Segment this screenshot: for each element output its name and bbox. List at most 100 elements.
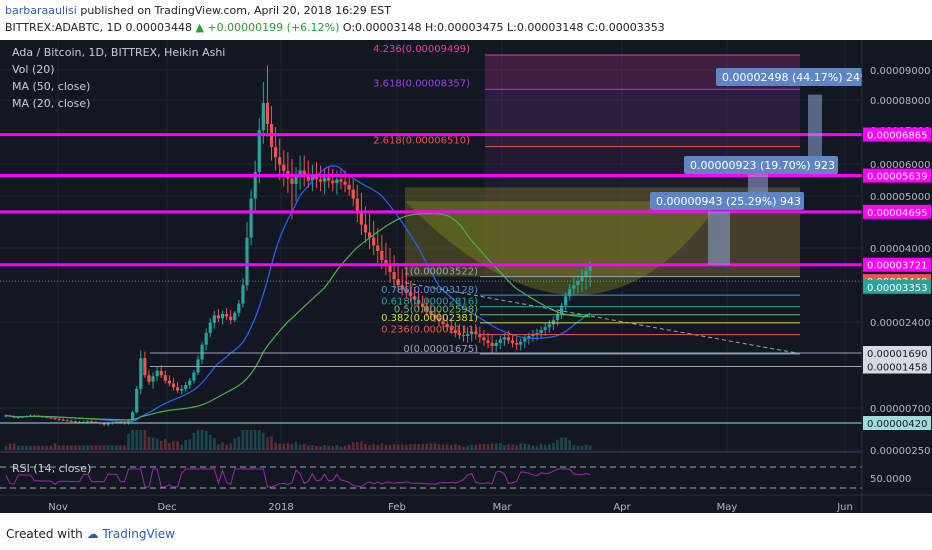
candle (396, 263, 400, 292)
candle-body (421, 303, 425, 308)
price-chart[interactable]: 4.236(0.00009499) 3.618(0.00008357) 2.618(… (0, 40, 932, 513)
candle-body (163, 375, 167, 381)
volume-bar (306, 445, 310, 450)
volume-bar (490, 443, 494, 450)
candle-body (310, 176, 314, 181)
candle (331, 168, 335, 192)
candle-body (318, 179, 323, 182)
candle (400, 269, 404, 296)
volume-bar (143, 430, 147, 450)
candle-body (535, 332, 539, 335)
candle (421, 295, 425, 313)
x-tick-label: Dec (157, 502, 176, 513)
measure-label: 0.00002498 (44.17%) 249 (722, 71, 867, 84)
high-value: H:0.00003475 (425, 21, 504, 34)
volume-bar (376, 445, 380, 450)
candle (69, 419, 73, 422)
candle-body (167, 380, 171, 384)
author-link[interactable]: barbaraaulisi (5, 4, 77, 17)
volume-bar (392, 444, 396, 450)
volume-bar (229, 443, 232, 450)
volume-bar (168, 443, 171, 450)
candle-body (102, 423, 106, 425)
candle-body (449, 327, 453, 330)
candle (233, 310, 237, 322)
volume-bar (237, 436, 241, 450)
volume-bar (225, 444, 228, 450)
volume-bar (262, 432, 265, 450)
candle (310, 164, 314, 192)
volume-bar (208, 435, 212, 450)
volume-bar (49, 445, 53, 450)
volume-bar (45, 445, 49, 450)
candle-body (457, 332, 462, 336)
published-text: published on TradingView.com, April 20, … (80, 4, 391, 17)
volume-bar (21, 445, 24, 450)
candle (135, 386, 139, 414)
candle-body (396, 279, 400, 286)
volume-bar (519, 443, 523, 450)
candle-body (253, 172, 257, 199)
candle-body (180, 388, 184, 391)
volume-bar (159, 441, 163, 450)
candle-body (470, 331, 474, 335)
price-tag (863, 127, 931, 142)
volume-bar (139, 430, 143, 450)
candle-body (143, 358, 147, 376)
candle (404, 275, 408, 299)
symbol-text: BITTREX:ADABTC, 1D (5, 21, 122, 34)
candle (335, 170, 339, 195)
chart-area[interactable]: 4.236(0.00009499) 3.618(0.00008357) 2.618(… (0, 40, 932, 513)
candle (224, 308, 229, 321)
volume-bar (400, 444, 404, 450)
candle (171, 377, 176, 391)
candle-body (175, 387, 180, 391)
candle-body (515, 342, 519, 345)
candle-body (86, 421, 90, 423)
volume-bar (360, 441, 363, 450)
volume-bar (380, 443, 384, 450)
candle (298, 155, 302, 190)
candle-body (580, 276, 584, 281)
volume-bar (241, 430, 245, 450)
candle-body (494, 342, 498, 347)
candle-body (282, 164, 286, 172)
volume-bar (106, 445, 110, 450)
candle-body (155, 370, 159, 377)
candle-body (82, 421, 86, 423)
y-tick-label: 0.00009000 (870, 66, 930, 77)
volume-bar (53, 443, 57, 450)
candle (143, 351, 147, 378)
candle (65, 419, 69, 422)
candle-body (527, 335, 531, 339)
candle (347, 173, 351, 196)
volume-bar (180, 444, 183, 450)
candle-body (41, 416, 45, 418)
candle-body (184, 385, 188, 389)
volume-bar (217, 444, 220, 450)
tradingview-link[interactable]: TradingView (102, 527, 175, 541)
candle (408, 281, 413, 302)
candle (559, 302, 564, 320)
candle (351, 178, 355, 207)
volume-bar (482, 443, 486, 450)
x-tick-label: Jun (836, 502, 853, 513)
candle-body (351, 189, 355, 199)
x-tick-label: May (717, 502, 738, 513)
volume-bar (147, 436, 151, 450)
candle (433, 306, 437, 322)
volume-bar (98, 445, 102, 450)
volume-bar (511, 444, 514, 450)
candle-body (90, 421, 94, 423)
volume-bar (568, 440, 572, 450)
candle (441, 313, 445, 329)
candle-body (474, 331, 478, 335)
candle-body (519, 341, 523, 345)
cup-pattern (405, 201, 720, 296)
volume-bar (539, 444, 543, 450)
volume-bar (266, 437, 269, 450)
volume-bar (421, 443, 424, 450)
volume-bar (323, 445, 326, 450)
candle-body (429, 310, 433, 315)
candle-body (408, 292, 413, 297)
